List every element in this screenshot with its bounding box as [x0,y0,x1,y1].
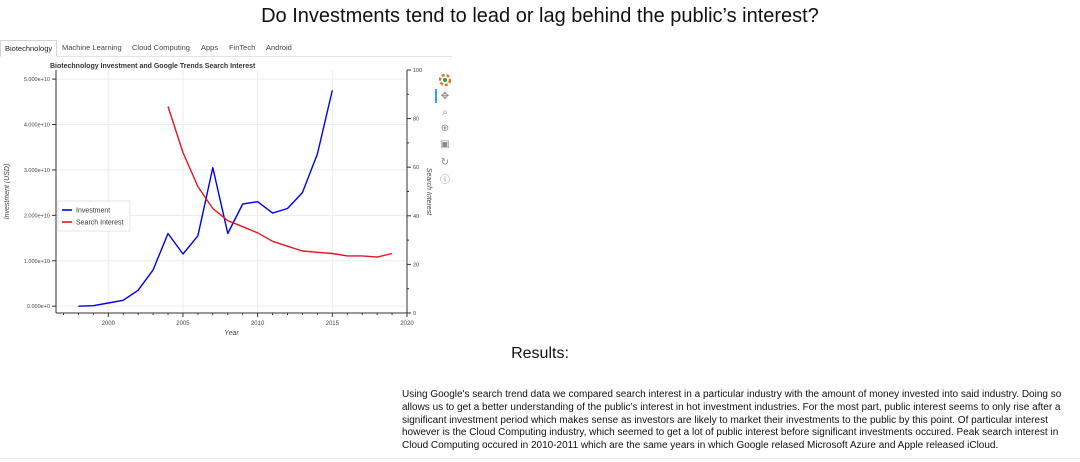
y2-tick-label: 0 [413,311,416,317]
tab-cloud-computing[interactable]: Cloud Computing [132,43,190,52]
tab-biotechnology[interactable]: Biotechnology [0,40,58,57]
y2-axis-label: Search Interest [425,168,432,217]
help-icon[interactable]: ⓘ [440,175,450,186]
tab-apps[interactable]: Apps [201,43,219,52]
chart-toolbar: ✥ ⌕ ⊕ ▣ ↻ ⓘ [434,73,456,194]
x-tick-label: 2000 [102,321,116,327]
y2-tick-label: 80 [413,117,419,123]
pan-icon[interactable]: ✥ [440,91,450,102]
wheel-zoom-icon[interactable]: ⊕ [440,123,450,134]
x-axis-label: Year [224,330,239,337]
y2-tick-label: 40 [413,214,419,220]
x-tick-label: 2010 [251,321,265,327]
x-tick-label: 2015 [326,321,340,327]
results-heading: Results: [511,345,569,362]
bokeh-logo-icon[interactable] [438,73,452,87]
y-tick-label: 5.000e+10 [24,77,50,83]
box-zoom-icon[interactable]: ⌕ [442,107,448,118]
y-tick-label: 2.000e+10 [24,213,50,219]
chart-title: Biotechnology Investment and Google Tren… [50,63,256,70]
tab-android[interactable]: Android [266,43,292,52]
chart[interactable]: 2000 2005 2010 2015 2020 0.000e+0 1.000e+10 2.0… [0,58,470,338]
x-tick-label: 2005 [176,321,190,327]
chart-panel: 2000 2005 2010 2015 2020 0.000e+0 1.000e+10 2.0… [0,58,470,338]
tab-bar: Biotechnology Machine Learning Cloud Com… [0,40,452,57]
tab-fintech[interactable]: FinTech [229,43,256,52]
y2-tick-label: 100 [413,68,422,74]
reset-icon[interactable]: ↻ [440,157,450,168]
series-line-investment [78,90,333,307]
y-tick-label: 0.000e+0 [27,304,50,310]
y2-tick-label: 20 [413,262,419,268]
y-tick-label: 3.000e+10 [24,168,50,174]
y-tick-label: 4.000e+10 [24,123,50,129]
legend-box [57,200,131,232]
y-axis-label: Investment (USD) [4,164,11,220]
divider [0,458,1080,459]
legend-label: Search Interest [76,220,124,227]
series-line-search-interest [167,106,393,258]
legend-label: Investment [76,208,110,215]
active-tool-indicator [435,89,437,103]
save-icon[interactable]: ▣ [440,139,450,150]
x-tick-label: 2020 [400,321,414,327]
page-title: Do Investments tend to lead or lag behin… [261,5,819,27]
tab-machine-learning[interactable]: Machine Learning [62,43,122,52]
results-text: Using Google's search trend data we comp… [402,389,1062,452]
y2-tick-label: 60 [413,165,419,171]
y-tick-label: 1.000e+10 [24,259,50,265]
